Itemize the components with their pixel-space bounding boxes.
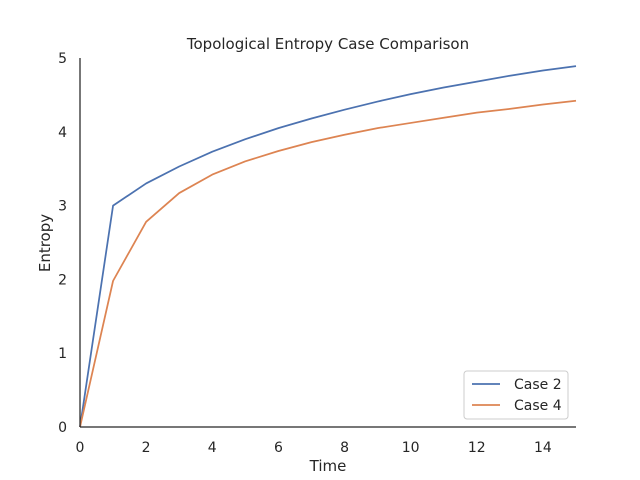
x-tick-label: 0 — [76, 440, 85, 456]
series-line-case-4 — [79, 99, 577, 428]
chart-title: Topological Entropy Case Comparison — [186, 35, 469, 53]
x-axis-label: Time — [309, 457, 347, 475]
x-tick-label: 10 — [402, 440, 420, 456]
y-tick-label: 4 — [58, 125, 67, 141]
x-tick-label: 8 — [340, 440, 349, 456]
y-axis-label: Entropy — [36, 214, 54, 272]
y-tick-label: 0 — [58, 420, 67, 436]
y-tick-label: 3 — [58, 199, 67, 215]
y-tick-labels: 0 1 2 3 4 5 — [58, 51, 67, 436]
x-tick-label: 12 — [468, 440, 486, 456]
legend-label: Case 4 — [514, 398, 562, 414]
legend: Case 2 Case 4 — [463, 370, 569, 420]
x-tick-label: 4 — [208, 440, 217, 456]
y-tick-label: 5 — [58, 51, 67, 67]
y-tick-label: 2 — [58, 272, 67, 288]
legend-box — [463, 370, 569, 420]
x-tick-label: 6 — [274, 440, 283, 456]
legend-label: Case 2 — [514, 377, 562, 393]
x-tick-label: 14 — [534, 440, 552, 456]
x-tick-labels: 0 2 4 6 8 10 12 14 — [76, 440, 552, 456]
series-line-case-2 — [79, 65, 577, 428]
y-tick-label: 1 — [58, 346, 67, 362]
plot-area — [79, 65, 577, 428]
x-tick-label: 2 — [142, 440, 151, 456]
